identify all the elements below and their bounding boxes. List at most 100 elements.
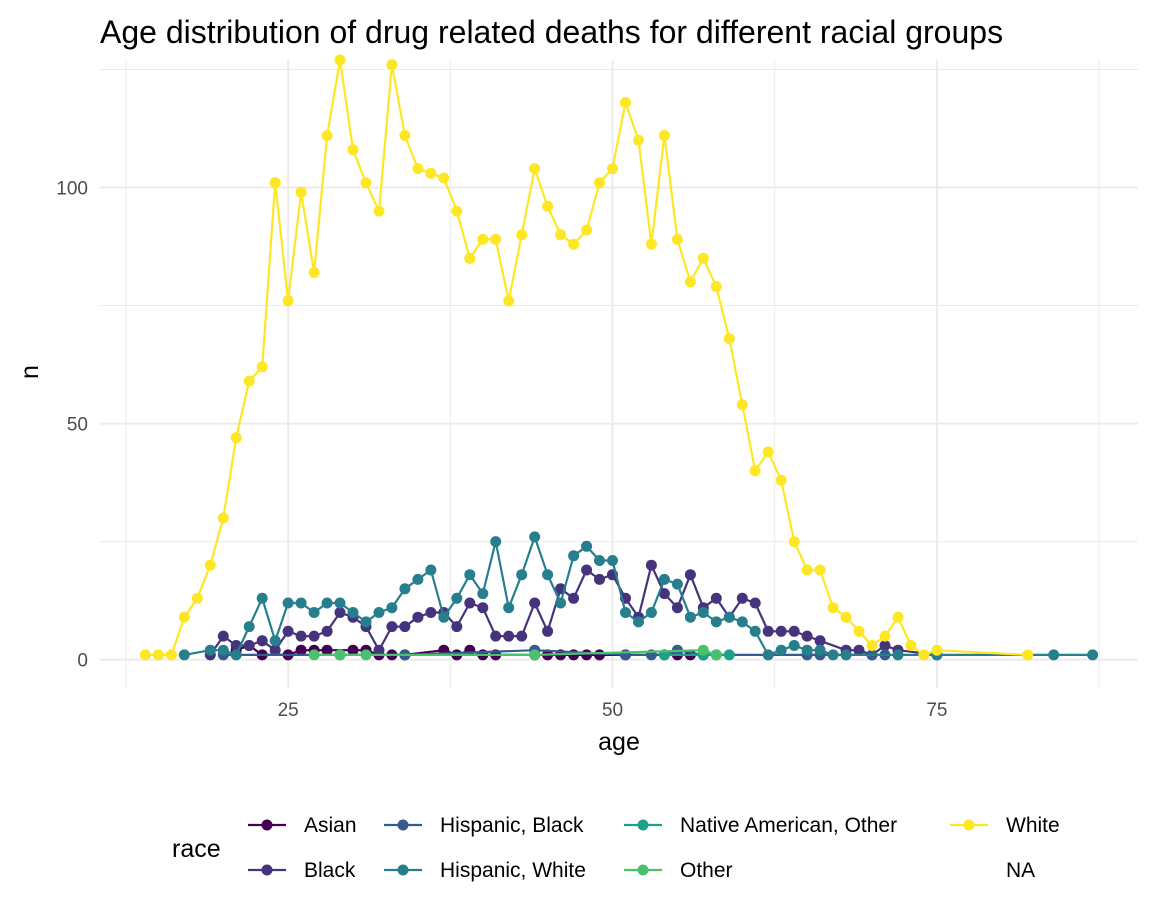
data-point: [425, 167, 437, 179]
data-point: [710, 616, 722, 628]
legend-label: Hispanic, White: [440, 859, 586, 882]
data-point: [594, 573, 605, 585]
data-point: [684, 276, 696, 288]
data-point: [217, 512, 229, 524]
data-point: [775, 644, 787, 656]
data-point: [529, 649, 541, 661]
data-point: [658, 573, 670, 585]
legend-label: NA: [1006, 859, 1035, 882]
data-point: [607, 163, 618, 175]
data-point: [684, 611, 696, 623]
data-point: [749, 597, 761, 609]
legend-item: NA: [1006, 859, 1035, 882]
legend-item: Black: [248, 859, 356, 882]
data-point: [697, 644, 709, 656]
legend-item: Other: [624, 859, 733, 882]
data-point: [581, 540, 593, 552]
data-point: [516, 569, 528, 581]
data-point: [814, 644, 826, 656]
legend-item: Asian: [248, 814, 357, 837]
data-point: [256, 635, 268, 647]
data-point: [581, 564, 593, 576]
y-tick-label: 0: [77, 651, 88, 672]
data-point: [827, 649, 839, 661]
data-point: [853, 644, 865, 656]
data-point: [671, 233, 683, 245]
data-point: [490, 630, 502, 642]
legend-item: Hispanic, White: [384, 859, 586, 882]
data-point: [438, 172, 450, 184]
data-point: [568, 592, 580, 604]
data-point: [308, 649, 320, 661]
data-point: [633, 134, 644, 146]
data-point: [607, 555, 618, 566]
data-point: [165, 649, 177, 661]
data-point: [451, 205, 463, 217]
data-point: [710, 592, 722, 604]
data-point: [697, 252, 709, 264]
data-point: [477, 588, 489, 600]
data-point: [762, 625, 774, 637]
data-point: [334, 649, 346, 661]
data-point: [801, 564, 813, 576]
data-point: [542, 625, 554, 637]
data-point: [516, 229, 528, 241]
data-point: [399, 130, 411, 141]
data-point: [321, 644, 333, 656]
data-point: [866, 640, 878, 651]
data-point: [308, 607, 320, 618]
data-point: [477, 233, 489, 245]
data-point: [373, 607, 385, 618]
data-point: [723, 333, 735, 345]
data-point: [710, 649, 722, 661]
series-line: [184, 535, 1093, 657]
legend-label: Other: [680, 859, 733, 882]
data-point: [892, 611, 904, 623]
data-point: [723, 649, 735, 661]
data-point: [801, 630, 813, 642]
data-point: [516, 630, 528, 642]
data-point: [568, 550, 580, 562]
data-point: [879, 630, 891, 642]
legend-title: race: [172, 835, 221, 863]
data-point: [464, 252, 476, 264]
data-point: [412, 163, 424, 175]
data-point: [853, 625, 865, 637]
data-point: [542, 569, 554, 581]
data-point: [321, 130, 333, 141]
data-point: [230, 432, 242, 444]
data-point: [191, 592, 203, 604]
data-point: [399, 621, 411, 633]
series-hispanic-white: [178, 531, 1099, 661]
y-axis-title: n: [16, 365, 44, 379]
data-point: [788, 625, 800, 637]
data-point: [295, 597, 307, 609]
data-point: [282, 625, 294, 637]
data-point: [295, 630, 307, 642]
x-axis-title: age: [598, 728, 640, 756]
data-point: [399, 583, 411, 595]
series-layer: [139, 54, 1099, 661]
data-point: [594, 649, 605, 661]
data-point: [529, 163, 541, 175]
legend-key-point: [637, 819, 649, 831]
legend-key-point: [637, 864, 649, 876]
data-point: [334, 597, 346, 609]
data-point: [243, 621, 255, 633]
data-point: [464, 569, 476, 581]
data-point: [347, 144, 359, 156]
data-point: [373, 205, 385, 217]
data-point: [386, 621, 398, 633]
legend-label: Asian: [304, 814, 357, 837]
data-point: [620, 607, 631, 618]
legend-item: Hispanic, Black: [384, 814, 584, 837]
data-point: [269, 177, 281, 189]
data-point: [204, 644, 216, 656]
data-point: [360, 177, 372, 189]
data-point: [295, 644, 307, 656]
data-point: [204, 559, 216, 571]
data-point: [347, 607, 359, 618]
data-point: [256, 361, 268, 373]
data-point: [710, 281, 722, 293]
